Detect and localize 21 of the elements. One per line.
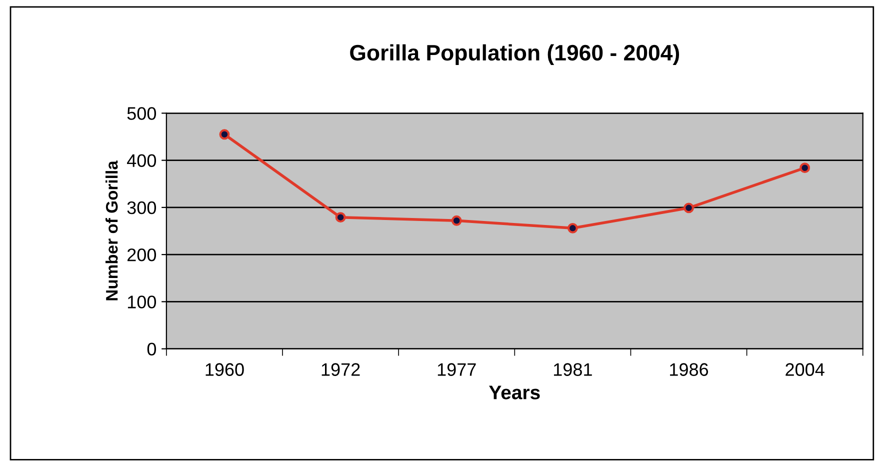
point	[567, 222, 578, 234]
y-tick-label: 300	[127, 201, 156, 214]
y-tick-label: 100	[128, 296, 156, 308]
y-tick-label: 500	[127, 107, 156, 120]
y-tick-label: 400	[127, 154, 156, 168]
point	[335, 212, 346, 223]
x-tick-label: 2004	[786, 363, 824, 376]
point	[684, 202, 694, 214]
point	[219, 129, 230, 140]
x-axis-title: Years	[489, 386, 540, 400]
x-tick-label: 1977	[438, 363, 476, 376]
y-tick-label: 200	[128, 248, 156, 262]
x-tick-label: 1981	[554, 363, 592, 376]
chart-title: Gorilla Population (1960 - 2004)	[350, 44, 680, 66]
x-tick-label: 1960	[206, 363, 244, 376]
x-tick-label: 1986	[670, 363, 708, 376]
y-tick-label: 0	[147, 342, 156, 356]
point	[800, 162, 810, 174]
point	[451, 215, 462, 226]
y-axis-title: Number of Gorilla	[106, 160, 118, 300]
x-tick-label: 1972	[322, 363, 360, 376]
